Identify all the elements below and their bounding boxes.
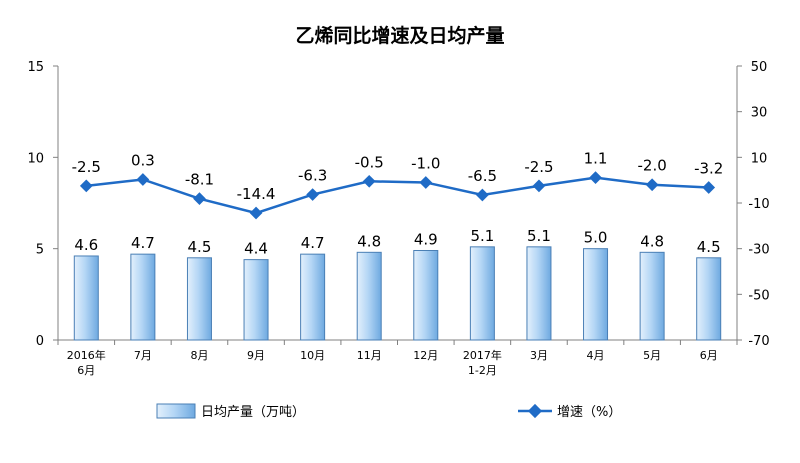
growth-marker: [702, 181, 716, 194]
bar-value-label: 4.9: [414, 230, 438, 248]
bar: [526, 246, 552, 341]
growth-marker: [249, 206, 263, 220]
growth-marker: [645, 178, 659, 192]
bar-value-label: 4.8: [640, 232, 664, 250]
category-label: 10月: [300, 349, 325, 362]
axes: 0 5 10 15 -70 -50 -30 -10 10 30 50: [27, 60, 769, 349]
bar: [73, 255, 99, 341]
category-label: 11月: [357, 349, 382, 362]
growth-value-label: 1.1: [584, 150, 608, 168]
data-labels: 4.6 4.7 4.5 4.4 4.7 4.8 4.9 5.1 5.1 5.0 4.8 4.5 -2.5…: [72, 150, 724, 258]
bar: [356, 251, 382, 341]
legend-bar-swatch: [156, 403, 196, 419]
growth-marker: [136, 173, 150, 186]
left-tick-label: 5: [36, 243, 44, 258]
bar: [300, 253, 326, 341]
category-label: 3月: [530, 349, 548, 362]
bar: [696, 257, 722, 341]
right-tick-label: -50: [748, 288, 769, 303]
right-tick-label: 30: [751, 106, 768, 121]
bar: [243, 259, 269, 341]
category-label: 9月: [247, 349, 265, 362]
category-label: 4月: [587, 349, 605, 362]
right-tick-label: 50: [751, 60, 768, 75]
category-label: 1-2月: [468, 364, 497, 377]
category-label: 2016年: [67, 348, 106, 362]
legend: 日均产量（万吨） 增速（%）: [156, 403, 621, 420]
bar-value-label: 4.5: [188, 238, 212, 256]
growth-marker: [476, 188, 489, 202]
chart-title: 乙烯同比增速及日均产量: [295, 24, 504, 47]
growth-marker: [306, 188, 319, 201]
growth-value-label: -0.5: [355, 153, 384, 171]
bar-value-label: 5.0: [584, 229, 608, 247]
growth-value-label: -2.5: [524, 158, 553, 176]
left-tick-label: 15: [27, 60, 44, 75]
bar-value-label: 4.4: [244, 240, 268, 258]
bar: [186, 257, 212, 341]
category-label: 5月: [643, 349, 661, 362]
growth-value-label: -2.5: [72, 158, 101, 176]
growth-value-label: -3.2: [694, 159, 723, 177]
bar-value-label: 4.8: [357, 232, 381, 250]
category-labels: 2016年 6月 7月 8月 9月 10月 11月 12月 2017年 1-2月 3月 4月 5月 6月: [67, 348, 718, 377]
bar-value-label: 5.1: [470, 227, 494, 245]
bar: [413, 249, 439, 341]
growth-marker: [419, 176, 433, 189]
growth-marker: [589, 171, 602, 185]
right-tick-label: 10: [751, 151, 768, 166]
bar: [583, 248, 609, 341]
growth-value-label: -6.3: [298, 167, 327, 185]
category-label: 8月: [190, 349, 208, 362]
growth-marker: [79, 179, 93, 193]
bar-value-label: 4.7: [131, 234, 155, 252]
growth-value-label: -14.4: [237, 185, 276, 203]
growth-value-label: -8.1: [185, 171, 214, 189]
right-tick-label: -30: [748, 243, 769, 258]
bar-value-label: 5.1: [527, 227, 551, 245]
bar: [130, 253, 156, 341]
growth-line: [79, 171, 716, 220]
growth-line-path: [86, 176, 709, 215]
growth-value-label: -6.5: [468, 167, 497, 185]
left-tick-label: 0: [36, 334, 44, 349]
growth-value-label: 0.3: [131, 151, 155, 169]
category-label: 6月: [700, 349, 718, 362]
bars: [73, 246, 722, 341]
legend-line-marker: [527, 403, 543, 419]
growth-value-label: -2.0: [637, 157, 666, 175]
category-label: 12月: [413, 349, 438, 362]
bar-value-label: 4.7: [301, 234, 325, 252]
legend-bar-label: 日均产量（万吨）: [201, 405, 305, 420]
bar: [469, 246, 495, 341]
growth-value-label: -1.0: [411, 154, 440, 172]
legend-line-label: 增速（%）: [557, 405, 621, 420]
category-label: 6月: [77, 364, 95, 377]
right-tick-label: -70: [748, 334, 769, 349]
growth-marker: [532, 179, 546, 193]
right-tick-label: -10: [748, 197, 769, 212]
left-tick-label: 10: [27, 151, 44, 166]
bar-value-label: 4.6: [74, 236, 98, 254]
growth-marker: [362, 174, 376, 188]
bar-value-label: 4.5: [697, 238, 721, 256]
bar: [639, 251, 665, 341]
category-label: 2017年: [463, 348, 502, 362]
growth-marker: [193, 192, 206, 206]
category-label: 7月: [134, 349, 152, 362]
